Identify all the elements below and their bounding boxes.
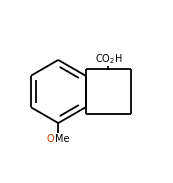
Text: Me: Me	[55, 134, 69, 144]
Text: O: O	[47, 134, 55, 144]
Text: CO$_\mathregular{2}$H: CO$_\mathregular{2}$H	[95, 52, 123, 66]
